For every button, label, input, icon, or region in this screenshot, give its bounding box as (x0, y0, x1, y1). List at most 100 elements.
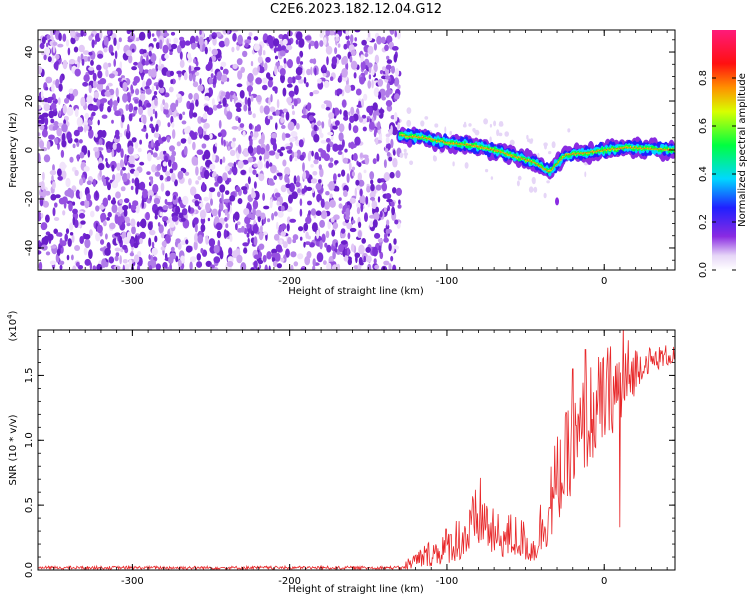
noise-blob (162, 32, 170, 37)
noise-blob (127, 38, 133, 43)
noise-blob (262, 77, 268, 84)
carrier-blob (542, 167, 543, 169)
carrier-blob (609, 148, 610, 150)
noise-blob (200, 224, 206, 233)
noise-blob (170, 79, 174, 84)
noise-blob (211, 153, 216, 162)
carrier-blob (470, 144, 471, 146)
noise-blob (208, 238, 216, 247)
noise-blob (108, 44, 114, 54)
noise-blob (375, 184, 382, 191)
noise-blob (96, 64, 102, 71)
carrier-blob (579, 152, 580, 155)
noise-blob (82, 50, 90, 55)
noise-blob (107, 105, 112, 113)
noise-blob (321, 121, 325, 129)
noise-blob (48, 110, 55, 119)
noise-blob (103, 47, 108, 53)
carrier-blob (645, 148, 647, 150)
noise-blob (145, 80, 150, 88)
noise-blob (158, 57, 162, 67)
carrier-blob (641, 147, 643, 149)
noise-blob (177, 170, 184, 180)
noise-blob (397, 30, 401, 40)
noise-blob (236, 254, 243, 264)
noise-blob (280, 73, 285, 84)
carrier-blob (597, 150, 599, 152)
noise-blob (260, 133, 265, 143)
noise-blob (383, 159, 387, 169)
noise-blob (318, 179, 322, 184)
noise-blob (101, 258, 107, 269)
noise-blob (248, 87, 252, 97)
noise-blob (189, 256, 197, 263)
noise-blob (139, 139, 143, 145)
noise-blob (167, 122, 171, 128)
noise-blob (336, 88, 343, 95)
carrier-blob (472, 145, 474, 148)
noise-blob (48, 134, 55, 140)
noise-blob (169, 70, 174, 76)
noise-blob (150, 116, 153, 122)
noise-blob (223, 139, 226, 147)
noise-blob (403, 148, 407, 153)
noise-blob (243, 104, 248, 112)
noise-blob (386, 55, 390, 60)
noise-blob (77, 125, 84, 133)
carrier-blob (593, 151, 594, 153)
noise-blob (383, 260, 390, 266)
noise-blob (112, 197, 116, 205)
carrier-blob (560, 158, 562, 160)
noise-blob (247, 72, 254, 83)
noise-blob (220, 61, 227, 68)
carrier-blob (580, 152, 582, 154)
noise-blob (88, 85, 92, 94)
noise-blob (227, 162, 234, 167)
noise-blob (351, 171, 355, 177)
noise-blob (389, 30, 395, 35)
noise-blob (47, 96, 54, 101)
carrier-blob (667, 148, 668, 151)
noise-blob (235, 186, 241, 193)
noise-blob (375, 137, 379, 145)
noise-blob (72, 143, 76, 149)
noise-blob (326, 143, 331, 153)
noise-blob (372, 219, 378, 228)
noise-blob (287, 59, 293, 69)
noise-blob (258, 231, 264, 241)
noise-blob (229, 149, 236, 157)
noise-blob (196, 261, 203, 268)
noise-blob (192, 141, 196, 151)
carrier-blob (611, 148, 613, 150)
noise-blob (94, 133, 98, 138)
carrier-blob (588, 152, 591, 154)
carrier-blob (631, 147, 633, 150)
carrier-blob (630, 147, 631, 149)
noise-blob (184, 127, 191, 134)
noise-blob (346, 222, 353, 230)
noise-blob (154, 110, 158, 119)
noise-blob (393, 112, 398, 122)
noise-blob (343, 43, 348, 50)
noise-blob (124, 216, 131, 224)
noise-blob (170, 246, 175, 252)
noise-blob (433, 155, 437, 162)
noise-blob (385, 91, 390, 98)
noise-blob (51, 175, 54, 182)
noise-blob (345, 35, 350, 40)
carrier-blob (548, 170, 549, 173)
noise-blob (154, 145, 159, 152)
noise-blob (373, 130, 377, 138)
noise-blob (202, 113, 208, 120)
carrier-blob (469, 143, 472, 146)
noise-blob (332, 125, 338, 130)
noise-blob (329, 199, 336, 208)
carrier-blob (491, 148, 493, 151)
noise-blob (121, 172, 129, 182)
noise-blob (336, 186, 340, 192)
noise-blob (273, 175, 278, 181)
noise-blob (268, 181, 275, 186)
carrier-blob (525, 159, 527, 162)
figure-title: C2E6.2023.182.12.04.G12 (269, 2, 443, 17)
noise-blob (74, 219, 79, 228)
